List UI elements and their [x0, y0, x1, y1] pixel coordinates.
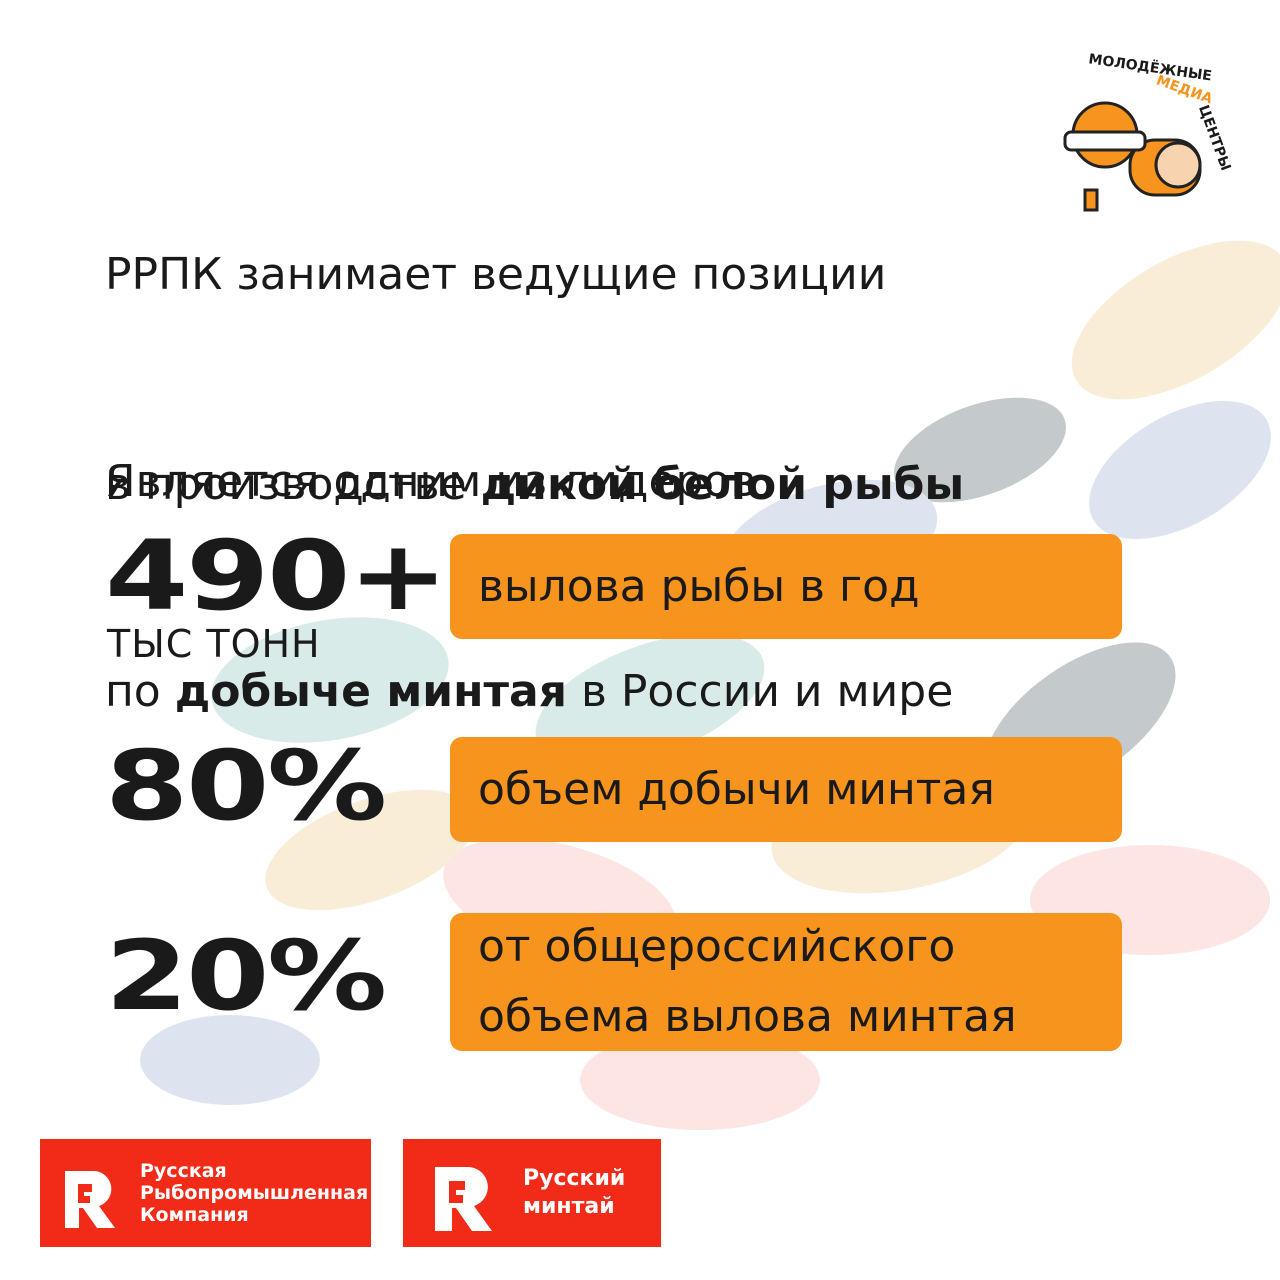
- stat-value: 20%: [105, 920, 387, 1032]
- media-center-logo: МОЛОДЁЖНЫЕ МЕДИА ЦЕНТРЫ: [1060, 51, 1234, 220]
- text: Рыбопромышленная: [140, 1182, 369, 1204]
- headline-line: Является одним из лидеров: [105, 456, 757, 507]
- r-icon: [65, 1171, 115, 1228]
- logo-caption: Русская Рыбопромышленная Компания: [140, 1160, 368, 1226]
- stat-unit: ТЫС ТОНН: [107, 622, 321, 666]
- text: в России и мире: [566, 666, 954, 717]
- stat-text: вылова рыбы в год: [478, 560, 920, 612]
- headline-line: по добыче минтая в России и мире: [105, 657, 953, 727]
- headline-line: в производстве дикой белой рыбы: [105, 450, 964, 520]
- stat-value: 80%: [105, 730, 387, 842]
- text: Русский: [523, 1166, 626, 1191]
- text: по: [105, 666, 175, 717]
- headline: Является одним из лидеров по добыче минт…: [105, 307, 953, 797]
- rrpk-logo: Русская Рыбопромышленная Компания: [40, 1139, 371, 1247]
- stat-box: объем добычи минтая: [450, 737, 1122, 842]
- text: в производстве: [105, 459, 481, 510]
- stat-text: объем добычи минтая: [478, 763, 995, 815]
- headline: РРПК занимает ведущие позиции в производ…: [105, 100, 964, 590]
- tiger-icon: [1063, 101, 1202, 212]
- logo-caption: Русский минтай: [523, 1165, 625, 1221]
- stat-box: вылова рыбы в год: [450, 534, 1122, 639]
- bold-text: добыче минтая: [174, 666, 567, 717]
- stat-text: от общероссийского: [478, 921, 956, 972]
- bold-text: дикой белой рыбы: [480, 459, 965, 510]
- text: Русская: [140, 1160, 227, 1182]
- stat-box: от общероссийского объема вылова минтая: [450, 913, 1122, 1051]
- text: Компания: [140, 1204, 249, 1226]
- text: минтай: [523, 1194, 615, 1219]
- headline-line: РРПК занимает ведущие позиции: [105, 249, 887, 300]
- stat-value: 490+: [105, 520, 449, 632]
- r-icon: [435, 1167, 492, 1231]
- stat-text: объема вылова минтая: [478, 991, 1017, 1042]
- minta-logo: Русский минтай: [403, 1139, 661, 1247]
